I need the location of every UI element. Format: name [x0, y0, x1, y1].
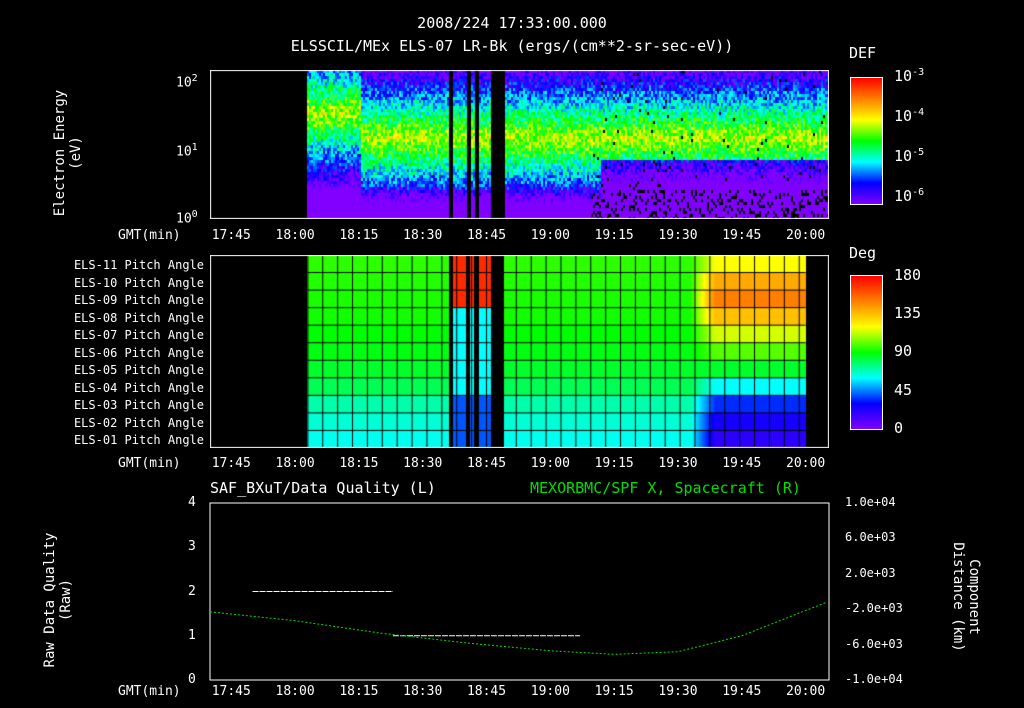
pitch-row-label: ELS-06 Pitch Angle — [73, 345, 204, 360]
pitch-row-label: ELS-05 Pitch Angle — [73, 363, 204, 377]
colorbar-def-label: 10-3 — [894, 67, 925, 85]
time-tick-label: 20:00 — [786, 456, 826, 471]
time-tick-label: 18:00 — [275, 456, 315, 471]
colorbar-def-label: 10-4 — [894, 107, 925, 125]
time-tick-label: 18:15 — [339, 684, 379, 699]
time-tick-label: 19:45 — [722, 684, 762, 699]
time-tick-label: 18:30 — [403, 684, 443, 699]
left-series-title: SAF_BXuT/Data Quality (L) — [210, 479, 436, 497]
pitch-row-label: ELS-02 Pitch Angle — [73, 415, 204, 430]
right-ytick-label: 1.0e+04 — [845, 495, 896, 509]
time-tick-label: 19:30 — [658, 228, 698, 243]
spectrogram — [210, 70, 829, 219]
colorbar-def — [850, 77, 883, 205]
right-axis-label: Component Distance (km) — [950, 542, 982, 652]
left-ytick-label: 3 — [188, 539, 196, 555]
time-tick-label: 18:45 — [466, 228, 507, 243]
colorbar-def-label: 10-5 — [894, 147, 925, 165]
colorbar-deg-label: 0 — [894, 419, 904, 437]
time-tick-label: 17:45 — [211, 228, 251, 243]
colorbar-def-label: 10-6 — [894, 187, 925, 205]
timestamp: 2008/224 17:33:00.000 — [417, 14, 607, 32]
colorbar-deg-label: 90 — [894, 342, 913, 360]
colorbar-deg-label: 135 — [894, 304, 922, 322]
time-tick-label: 20:00 — [786, 684, 826, 699]
left-ytick-label: 2 — [188, 583, 196, 599]
time-tick-label: 18:30 — [403, 456, 443, 471]
time-tick-label: 19:45 — [722, 456, 762, 471]
pitch-row-label: ELS-07 Pitch Angle — [73, 328, 204, 342]
pitch-row-label: ELS-11 Pitch Angle — [73, 258, 204, 272]
plot-frame — [209, 502, 830, 681]
pitch-row-label: ELS-01 Pitch Angle — [73, 433, 204, 447]
time-axis-label: GMT(min) — [118, 456, 181, 471]
right-ytick-label: -2.0e+03 — [845, 601, 903, 616]
right-ytick-label: 2.0e+03 — [845, 565, 896, 580]
time-tick-label: 18:00 — [275, 684, 315, 699]
pitch-row-label: ELS-09 Pitch Angle — [73, 293, 204, 307]
time-tick-label: 18:45 — [466, 684, 507, 699]
time-tick-label: 18:30 — [403, 228, 443, 243]
pitch-row-label: ELS-10 Pitch Angle — [73, 275, 204, 290]
left-ytick-label: 0 — [188, 672, 196, 687]
pitch-row-label: ELS-04 Pitch Angle — [73, 380, 204, 395]
pitch-angle-heatmap — [210, 255, 829, 448]
time-tick-label: 20:00 — [786, 228, 826, 243]
time-tick-label: 19:00 — [530, 684, 570, 699]
left-axis-label: Raw Data Quality (Raw) — [42, 532, 74, 668]
time-tick-label: 19:15 — [594, 228, 634, 243]
spacecraft-x-line — [209, 601, 828, 655]
time-tick-label: 17:45 — [211, 456, 251, 471]
time-tick-label: 19:45 — [722, 228, 762, 243]
colorbar-deg-label: 180 — [894, 266, 922, 284]
pitch-row-label: ELS-08 Pitch Angle — [73, 310, 204, 325]
time-tick-label: 19:00 — [530, 456, 570, 471]
time-tick-label: 18:15 — [339, 228, 379, 243]
time-tick-label: 19:30 — [658, 456, 698, 471]
ytick-100: 102 — [176, 73, 198, 91]
time-tick-label: 18:00 — [275, 228, 315, 243]
ytick-1: 100 — [176, 209, 198, 227]
left-ytick-label: 4 — [188, 495, 196, 510]
colorbar-deg-label: 45 — [894, 381, 913, 399]
time-tick-label: 18:15 — [339, 456, 379, 471]
time-tick-label: 17:45 — [211, 684, 251, 699]
right-ytick-label: 6.0e+03 — [845, 530, 896, 545]
right-ytick-label: -1.0e+04 — [845, 672, 903, 686]
time-tick-label: 19:15 — [594, 456, 634, 471]
colorbar-def-title: DEF — [849, 44, 877, 62]
panel-title: ELSSCIL/MEx ELS-07 LR-Bk (ergs/(cm**2-sr… — [290, 37, 734, 55]
colorbar-deg-title: Deg — [849, 244, 877, 262]
time-axis-label: GMT(min) — [118, 228, 181, 243]
right-series-title: MEXORBMC/SPF X, Spacecraft (R) — [530, 479, 801, 497]
time-tick-label: 19:00 — [530, 228, 570, 243]
time-tick-label: 19:15 — [594, 684, 634, 699]
time-tick-label: 18:45 — [466, 456, 507, 471]
left-ytick-label: 1 — [188, 627, 196, 643]
right-ytick-label: -6.0e+03 — [845, 636, 903, 651]
colorbar-deg — [850, 275, 883, 430]
ytick-10: 101 — [176, 142, 198, 160]
time-axis-label: GMT(min) — [118, 684, 181, 699]
time-tick-label: 19:30 — [658, 684, 698, 699]
pitch-row-label: ELS-03 Pitch Angle — [73, 398, 204, 412]
